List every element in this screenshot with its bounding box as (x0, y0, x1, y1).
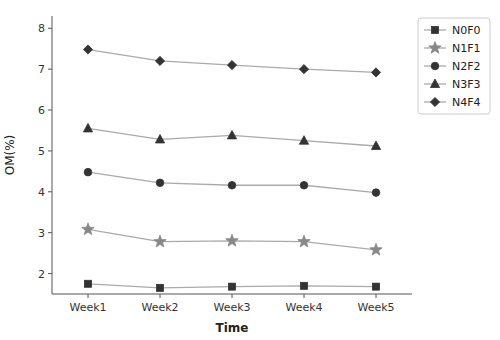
data-point (226, 234, 238, 246)
series-line (88, 50, 376, 73)
data-point (228, 181, 236, 189)
legend-label: N2F2 (452, 60, 481, 73)
y-tick (48, 110, 52, 111)
x-tick-label: Week5 (357, 301, 394, 314)
data-point (84, 168, 92, 176)
x-tick (304, 294, 305, 298)
data-point (83, 123, 92, 132)
data-point (300, 181, 308, 189)
data-point (82, 223, 94, 235)
plot-marks (82, 45, 382, 291)
data-point (83, 45, 92, 54)
y-tick-label: 5 (38, 145, 45, 158)
legend-marker (429, 42, 441, 54)
y-tick-label: 6 (38, 104, 45, 117)
x-axis-label: Time (216, 321, 249, 335)
legend-label: N3F3 (452, 78, 481, 91)
legend: N0F0 N1F1 N2F2 N3F3 N4F4 (418, 18, 490, 114)
data-point (373, 283, 380, 290)
legend-box (418, 18, 490, 114)
legend-label: N0F0 (452, 24, 481, 37)
data-point (371, 141, 380, 150)
legend-marker (432, 27, 439, 34)
y-tick-label: 2 (38, 268, 45, 281)
data-point (85, 280, 92, 287)
legend-marker (430, 97, 439, 106)
data-point (157, 284, 164, 291)
data-point (156, 179, 164, 187)
y-tick (48, 28, 52, 29)
y-tick (48, 150, 52, 151)
data-point (154, 235, 166, 247)
y-tick (48, 191, 52, 192)
chart: 2 3 4 5 6 7 8 Week1 Week2 Week3 Week4 Week5 Time OM(%… (0, 0, 500, 340)
x-tick-label: Week3 (213, 301, 250, 314)
data-point (370, 243, 382, 255)
y-tick (48, 232, 52, 233)
series-line (88, 172, 376, 192)
legend-marker (431, 62, 439, 70)
chart-container: 2 3 4 5 6 7 8 Week1 Week2 Week3 Week4 Week5 Time OM(%… (0, 0, 500, 340)
data-point (371, 68, 380, 77)
data-point (298, 235, 310, 247)
data-point (155, 134, 164, 143)
x-tick-label: Week1 (69, 301, 106, 314)
legend-label: N1F1 (452, 42, 481, 55)
y-axis-label: OM(%) (3, 135, 17, 176)
legend-marker (430, 79, 439, 88)
y-tick-label: 4 (38, 186, 45, 199)
data-point (299, 65, 308, 74)
data-point (227, 60, 236, 69)
y-tick-label: 3 (38, 227, 45, 240)
y-axis-line (52, 16, 53, 294)
x-tick-label: Week4 (285, 301, 322, 314)
data-point (372, 189, 380, 197)
data-point (227, 130, 236, 139)
y-tick-label: 8 (38, 22, 45, 35)
x-tick (88, 294, 89, 298)
x-tick (376, 294, 377, 298)
data-point (301, 282, 308, 289)
y-tick-label: 7 (38, 63, 45, 76)
legend-label: N4F4 (452, 96, 481, 109)
x-tick (160, 294, 161, 298)
x-tick (232, 294, 233, 298)
data-point (229, 283, 236, 290)
x-tick-label: Week2 (141, 301, 178, 314)
series-line (88, 229, 376, 249)
series-line (88, 128, 376, 146)
y-tick (48, 69, 52, 70)
data-point (299, 136, 308, 145)
y-tick (48, 273, 52, 274)
data-point (155, 56, 164, 65)
